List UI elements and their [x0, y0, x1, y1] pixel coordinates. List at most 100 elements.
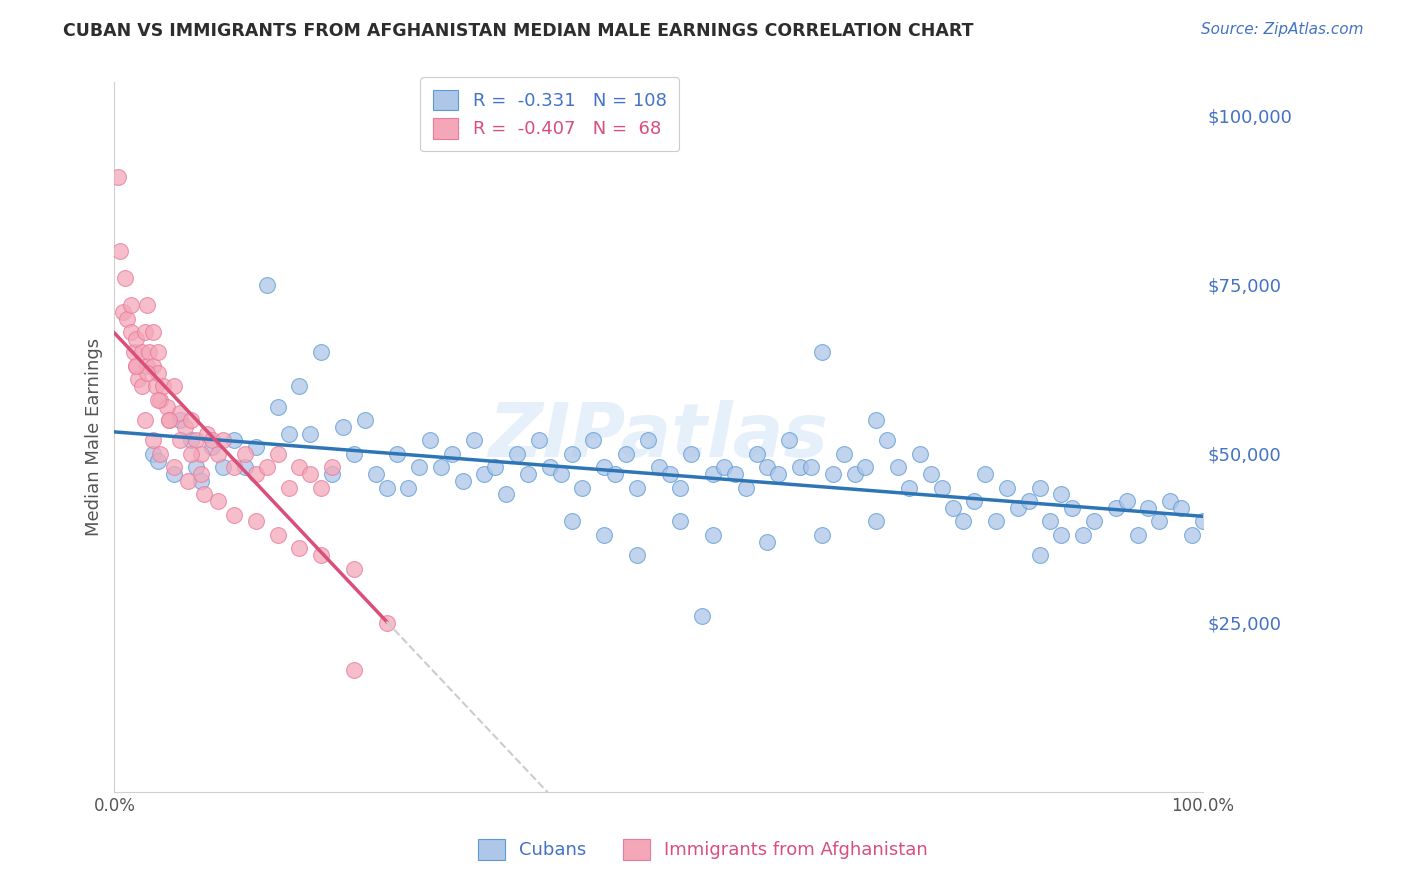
- Point: [375, 481, 398, 495]
- Point: [844, 467, 866, 481]
- Point: [184, 460, 207, 475]
- Point: [157, 413, 180, 427]
- Point: [169, 406, 191, 420]
- Point: [690, 609, 713, 624]
- Point: [789, 460, 811, 475]
- Point: [169, 413, 191, 427]
- Point: [1192, 515, 1215, 529]
- Point: [1170, 500, 1192, 515]
- Point: [309, 548, 332, 562]
- Point: [1126, 528, 1149, 542]
- Point: [920, 467, 942, 481]
- Point: [593, 528, 616, 542]
- Point: [517, 467, 540, 481]
- Point: [266, 447, 288, 461]
- Point: [1050, 487, 1073, 501]
- Point: [212, 434, 235, 448]
- Point: [364, 467, 387, 481]
- Point: [1028, 548, 1050, 562]
- Point: [233, 460, 256, 475]
- Point: [157, 413, 180, 427]
- Point: [117, 311, 139, 326]
- Point: [309, 345, 332, 359]
- Point: [145, 379, 167, 393]
- Point: [134, 325, 156, 339]
- Point: [201, 434, 224, 448]
- Point: [343, 663, 366, 677]
- Point: [865, 515, 887, 529]
- Point: [897, 481, 920, 495]
- Point: [149, 392, 172, 407]
- Point: [146, 366, 169, 380]
- Point: [343, 447, 366, 461]
- Point: [561, 447, 583, 461]
- Point: [538, 460, 561, 475]
- Point: [396, 481, 419, 495]
- Point: [114, 271, 136, 285]
- Point: [582, 434, 605, 448]
- Point: [778, 434, 800, 448]
- Point: [832, 447, 855, 461]
- Point: [107, 169, 129, 184]
- Point: [1105, 500, 1128, 515]
- Point: [112, 305, 135, 319]
- Point: [224, 508, 246, 522]
- Point: [125, 332, 148, 346]
- Point: [299, 426, 322, 441]
- Point: [647, 460, 669, 475]
- Point: [1028, 481, 1050, 495]
- Point: [1007, 500, 1029, 515]
- Point: [180, 413, 202, 427]
- Point: [614, 447, 637, 461]
- Point: [125, 359, 148, 373]
- Point: [190, 467, 212, 481]
- Point: [207, 494, 229, 508]
- Point: [756, 534, 779, 549]
- Point: [474, 467, 496, 481]
- Point: [309, 481, 332, 495]
- Point: [163, 379, 186, 393]
- Point: [495, 487, 517, 501]
- Point: [288, 460, 311, 475]
- Point: [713, 460, 735, 475]
- Point: [277, 481, 299, 495]
- Point: [734, 481, 756, 495]
- Point: [440, 447, 463, 461]
- Point: [1039, 515, 1062, 529]
- Point: [821, 467, 844, 481]
- Point: [233, 447, 256, 461]
- Point: [288, 541, 311, 556]
- Point: [811, 528, 834, 542]
- Point: [1050, 528, 1073, 542]
- Point: [146, 453, 169, 467]
- Point: [702, 467, 724, 481]
- Point: [658, 467, 681, 481]
- Point: [593, 460, 616, 475]
- Point: [974, 467, 997, 481]
- Legend: Cubans, Immigrants from Afghanistan: Cubans, Immigrants from Afghanistan: [464, 824, 942, 874]
- Point: [180, 434, 202, 448]
- Point: [174, 419, 197, 434]
- Point: [550, 467, 572, 481]
- Point: [451, 474, 474, 488]
- Point: [266, 400, 288, 414]
- Point: [141, 359, 163, 373]
- Point: [163, 460, 186, 475]
- Point: [561, 515, 583, 529]
- Point: [724, 467, 747, 481]
- Point: [430, 460, 453, 475]
- Point: [1137, 500, 1160, 515]
- Point: [800, 460, 823, 475]
- Point: [131, 379, 153, 393]
- Point: [136, 359, 159, 373]
- Point: [865, 413, 887, 427]
- Point: [603, 467, 626, 481]
- Point: [136, 366, 159, 380]
- Point: [1018, 494, 1040, 508]
- Point: [995, 481, 1018, 495]
- Point: [321, 460, 343, 475]
- Point: [1071, 528, 1094, 542]
- Point: [131, 345, 153, 359]
- Legend: R =  -0.331   N = 108, R =  -0.407   N =  68: R = -0.331 N = 108, R = -0.407 N = 68: [420, 77, 679, 152]
- Point: [163, 467, 186, 481]
